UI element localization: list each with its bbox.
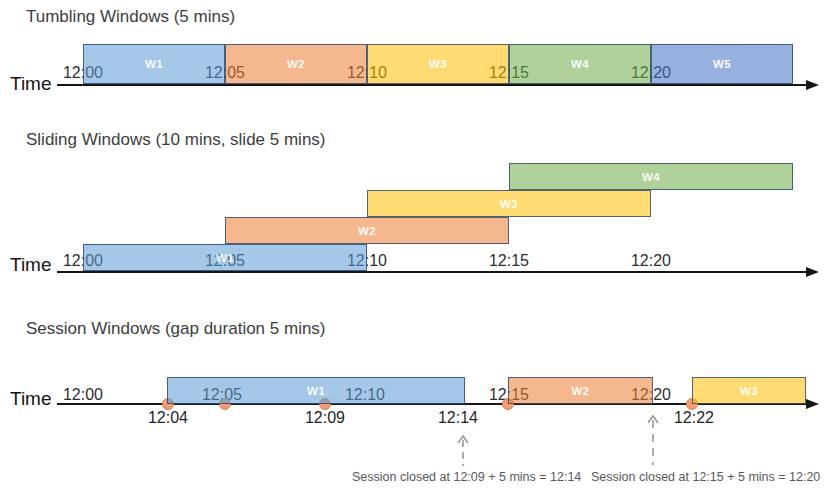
window-tumbling-w1: W1 <box>83 44 225 84</box>
window-tumbling-w5: W5 <box>651 44 793 84</box>
axis-tick-label: 12:15 <box>469 251 549 270</box>
section-title-sliding: Sliding Windows (10 mins, slide 5 mins) <box>26 130 326 150</box>
time-axis-line <box>57 271 807 273</box>
window-session-w1: W1 <box>167 377 465 404</box>
time-axis-arrowhead-icon <box>806 399 819 409</box>
event-time-label: 12:22 <box>654 408 734 427</box>
dashed-up-arrow-icon <box>645 413 661 467</box>
window-label: W4 <box>642 171 660 183</box>
window-session-w2: W2 <box>508 377 653 404</box>
window-label: W3 <box>500 198 518 210</box>
time-axis-arrowhead-icon <box>806 80 819 90</box>
window-tumbling-w3: W3 <box>367 44 509 84</box>
section-title-tumbling: Tumbling Windows (5 mins) <box>26 7 235 27</box>
time-axis-label: Time <box>10 388 52 410</box>
window-label: W1 <box>307 385 325 397</box>
window-label: W2 <box>287 58 305 70</box>
section-title-session: Session Windows (gap duration 5 mins) <box>26 319 326 339</box>
event-time-label: 12:09 <box>285 408 365 427</box>
window-sliding-w1: W1 <box>83 244 367 271</box>
window-label: W1 <box>145 58 163 70</box>
window-sliding-w2: W2 <box>225 217 509 244</box>
session-close-annotation: Session closed at 12:15 + 5 mins = 12:20 <box>591 470 820 484</box>
time-axis-arrowhead-icon <box>806 267 819 277</box>
window-label: W5 <box>713 58 731 70</box>
window-label: W4 <box>571 58 589 70</box>
time-axis-label: Time <box>10 73 52 95</box>
event-time-label: 12:04 <box>128 408 208 427</box>
window-label: W3 <box>740 385 758 397</box>
window-tumbling-w2: W2 <box>225 44 367 84</box>
window-sliding-w3: W3 <box>367 190 651 217</box>
event-time-label: 12:14 <box>418 408 498 427</box>
session-close-annotation: Session closed at 12:09 + 5 mins = 12:14 <box>352 470 581 484</box>
window-label: W2 <box>358 225 376 237</box>
window-session-w3: W3 <box>692 377 806 404</box>
window-label: W2 <box>572 385 590 397</box>
windowing-strategies-diagram: Tumbling Windows (5 mins) Time 12:00 12:0… <box>0 0 829 498</box>
dashed-up-arrow-icon <box>455 433 471 467</box>
time-axis-line <box>57 84 807 86</box>
window-tumbling-w4: W4 <box>509 44 651 84</box>
window-sliding-w4: W4 <box>509 163 793 190</box>
axis-tick-label: 12:20 <box>611 251 691 270</box>
time-axis-label: Time <box>10 254 52 276</box>
window-label: W3 <box>429 58 447 70</box>
window-label: W1 <box>216 252 234 264</box>
axis-tick-label: 12:00 <box>43 385 123 404</box>
